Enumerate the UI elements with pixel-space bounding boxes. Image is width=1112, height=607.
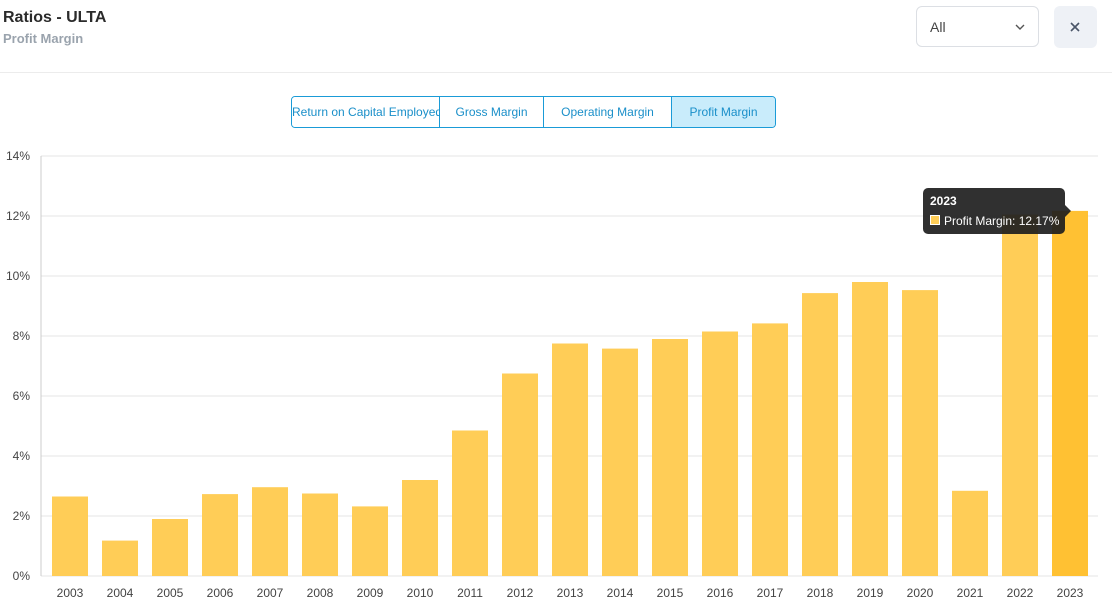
tab-operating-margin[interactable]: Operating Margin xyxy=(544,97,672,127)
x-tick-label: 2019 xyxy=(857,586,884,600)
y-tick-label: 14% xyxy=(6,149,30,163)
x-tick-label: 2004 xyxy=(107,586,134,600)
tab-return-on-capital-employed[interactable]: Return on Capital Employed xyxy=(292,97,442,127)
y-tick-label: 6% xyxy=(13,389,31,403)
close-icon xyxy=(1070,22,1080,32)
x-tick-label: 2003 xyxy=(57,586,84,600)
x-tick-label: 2005 xyxy=(157,586,184,600)
bar-2013[interactable] xyxy=(552,343,588,577)
x-tick-label: 2010 xyxy=(407,586,434,600)
bar-2014[interactable] xyxy=(602,348,638,576)
x-tick-label: 2023 xyxy=(1057,586,1084,600)
tooltip-swatch xyxy=(930,215,940,225)
bar-2007[interactable] xyxy=(252,487,288,576)
tab-profit-margin[interactable]: Profit Margin xyxy=(672,97,775,127)
x-tick-label: 2012 xyxy=(507,586,534,600)
x-tick-label: 2007 xyxy=(257,586,284,600)
y-tick-label: 0% xyxy=(13,569,31,583)
y-tick-label: 2% xyxy=(13,509,31,523)
bar-2019[interactable] xyxy=(852,282,888,576)
bar-2012[interactable] xyxy=(502,373,538,577)
bar-2003[interactable] xyxy=(52,496,88,577)
bar-2018[interactable] xyxy=(802,293,838,576)
x-tick-label: 2021 xyxy=(957,586,984,600)
x-tick-label: 2009 xyxy=(357,586,384,600)
x-tick-label: 2008 xyxy=(307,586,334,600)
y-tick-label: 8% xyxy=(13,329,31,343)
page-subtitle: Profit Margin xyxy=(3,31,84,46)
bar-2023[interactable] xyxy=(1052,210,1088,576)
x-tick-label: 2022 xyxy=(1007,586,1034,600)
bar-2017[interactable] xyxy=(752,323,788,576)
bar-2009[interactable] xyxy=(352,506,388,576)
bar-2021[interactable] xyxy=(952,490,988,576)
ratio-tabs: Return on Capital Employed Gross Margin … xyxy=(291,96,776,128)
period-select[interactable]: All xyxy=(916,6,1039,47)
bar-2004[interactable] xyxy=(102,540,138,576)
bar-2011[interactable] xyxy=(452,430,488,577)
tooltip-label: Profit Margin: 12.17% xyxy=(944,214,1059,228)
x-tick-label: 2014 xyxy=(607,586,634,600)
tooltip-title: 2023 xyxy=(930,194,957,208)
page-title: Ratios - ULTA xyxy=(3,9,107,26)
y-tick-label: 4% xyxy=(13,449,31,463)
bar-2015[interactable] xyxy=(652,339,688,576)
x-tick-label: 2020 xyxy=(907,586,934,600)
profit-margin-bar-chart: 0% 2% 4% 6% 8% 10% 12% 14% 2003 2004 2005 2006 2007 2… xyxy=(6,149,1098,600)
bar-2010[interactable] xyxy=(402,480,438,576)
y-tick-label: 10% xyxy=(6,269,30,283)
header: Ratios - ULTA Profit Margin All xyxy=(0,0,1112,73)
bar-2008[interactable] xyxy=(302,493,338,577)
bar-2016[interactable] xyxy=(702,331,738,577)
period-select-value: All xyxy=(930,19,946,35)
chart-tooltip: 2023 Profit Margin: 12.17% xyxy=(923,188,1071,234)
bar-2022[interactable] xyxy=(1002,214,1038,577)
close-button[interactable] xyxy=(1054,6,1097,48)
tab-gross-margin[interactable]: Gross Margin xyxy=(440,97,544,127)
chevron-down-icon xyxy=(1015,24,1025,30)
bar-2020[interactable] xyxy=(902,290,938,576)
bar-2005[interactable] xyxy=(152,519,188,576)
x-tick-label: 2016 xyxy=(707,586,734,600)
tooltip-value: 12.17% xyxy=(1018,214,1060,228)
x-tick-label: 2011 xyxy=(457,586,483,600)
tooltip-series-label: Profit Margin: xyxy=(944,214,1016,228)
bar-2006[interactable] xyxy=(202,494,238,576)
x-tick-label: 2013 xyxy=(557,586,584,600)
x-tick-label: 2018 xyxy=(807,586,834,600)
x-tick-label: 2017 xyxy=(757,586,784,600)
x-tick-label: 2015 xyxy=(657,586,684,600)
x-tick-label: 2006 xyxy=(207,586,234,600)
y-tick-label: 12% xyxy=(6,209,30,223)
